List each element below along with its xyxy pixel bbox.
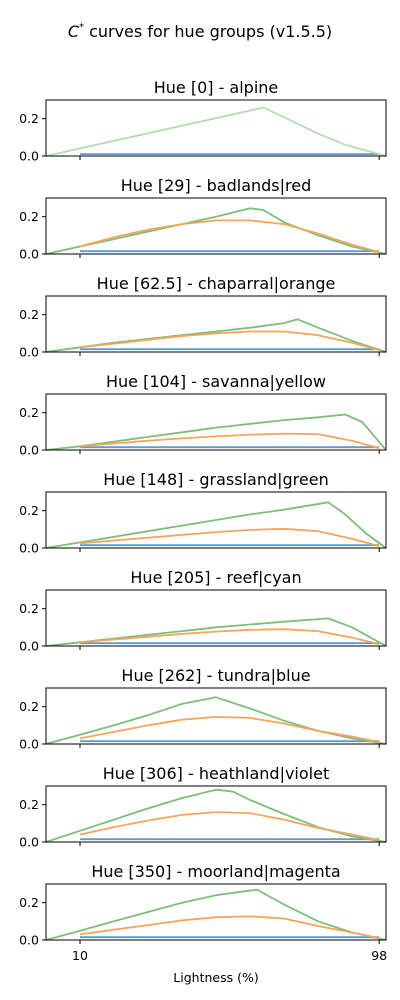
y-tick-label: 0.2 — [19, 699, 39, 714]
panel-title: Hue [62.5] - chaparral|orange — [97, 274, 336, 293]
y-tick-label: 0.2 — [19, 797, 39, 812]
y-tick-label: 0.0 — [19, 737, 39, 752]
y-tick-label: 0.0 — [19, 933, 39, 948]
series-line-orange — [79, 628, 380, 645]
axes-frame — [45, 883, 387, 941]
chart-panel: Hue [62.5] - chaparral|orange 0.0 0.2 — [19, 274, 387, 360]
x-tick-label: 98 — [371, 948, 387, 963]
y-tick-label: 0.0 — [19, 247, 39, 262]
y-tick-label: 0.2 — [19, 601, 39, 616]
series-line-green — [45, 788, 387, 843]
chart-panel: Hue [148] - grassland|green 0.0 0.2 — [19, 470, 387, 556]
series-line-orange — [79, 330, 380, 351]
axes-frame — [45, 687, 387, 745]
chart-panel: Hue [306] - heathland|violet 0.0 0.2 — [19, 764, 387, 850]
axes-frame — [45, 785, 387, 843]
y-tick-label: 0.2 — [19, 503, 39, 518]
panel-title: Hue [350] - moorland|magenta — [91, 862, 340, 881]
series-line-green — [45, 696, 387, 745]
figure-suptitle: C* curves for hue groups (v1.5.5) — [68, 22, 332, 41]
axes-frame — [45, 197, 387, 255]
y-tick-label: 0.0 — [19, 835, 39, 850]
series-line-green — [45, 501, 387, 549]
y-tick-label: 0.2 — [19, 405, 39, 420]
y-tick-label: 0.0 — [19, 149, 39, 164]
y-tick-label: 0.2 — [19, 111, 39, 126]
series-line-orange — [79, 915, 380, 939]
series-line-orange — [79, 432, 380, 449]
y-tick-label: 0.0 — [19, 443, 39, 458]
x-axis-label: Lightness (%) — [173, 970, 258, 985]
series-line-green — [45, 888, 387, 941]
panel-title: Hue [262] - tundra|blue — [121, 666, 310, 685]
axes-frame — [45, 589, 387, 647]
y-tick-label: 0.2 — [19, 209, 39, 224]
series-line-orange — [79, 811, 380, 841]
panel-title: Hue [29] - badlands|red — [121, 176, 312, 195]
panel-title: Hue [306] - heathland|violet — [103, 764, 329, 783]
series-line-orange — [79, 527, 380, 547]
panel-title: Hue [205] - reef|cyan — [130, 568, 301, 587]
x-tick-label: 10 — [72, 948, 88, 963]
axes-frame — [45, 393, 387, 451]
series-line-orange — [79, 716, 380, 743]
y-tick-label: 0.2 — [19, 895, 39, 910]
series-line-green — [45, 207, 387, 255]
y-tick-label: 0.0 — [19, 541, 39, 556]
axes-frame — [45, 491, 387, 549]
axes-frame — [45, 295, 387, 353]
panel-title: Hue [104] - savanna|yellow — [106, 372, 326, 391]
series-line-orange — [79, 219, 380, 253]
axes-frame — [45, 99, 387, 157]
chart-panel: Hue [262] - tundra|blue 0.0 0.2 — [19, 666, 387, 752]
y-tick-label: 0.0 — [19, 639, 39, 654]
chart-panel: Hue [29] - badlands|red 0.0 0.2 — [19, 176, 387, 262]
chart-panel: Hue [104] - savanna|yellow 0.0 0.2 — [19, 372, 387, 458]
chart-panel: Hue [350] - moorland|magenta 0.0 0.2 10 98 — [19, 862, 387, 963]
y-tick-label: 0.0 — [19, 345, 39, 360]
y-tick-label: 0.2 — [19, 307, 39, 322]
series-line-green — [45, 413, 387, 451]
series-line-light_green — [45, 106, 387, 157]
series-line-green — [45, 318, 387, 353]
chart-panel: Hue [205] - reef|cyan 0.0 0.2 — [19, 568, 387, 654]
chart-panel: Hue [0] - alpine 0.0 0.2 — [19, 78, 387, 164]
panel-title: Hue [148] - grassland|green — [103, 470, 328, 489]
panel-title: Hue [0] - alpine — [154, 78, 279, 97]
